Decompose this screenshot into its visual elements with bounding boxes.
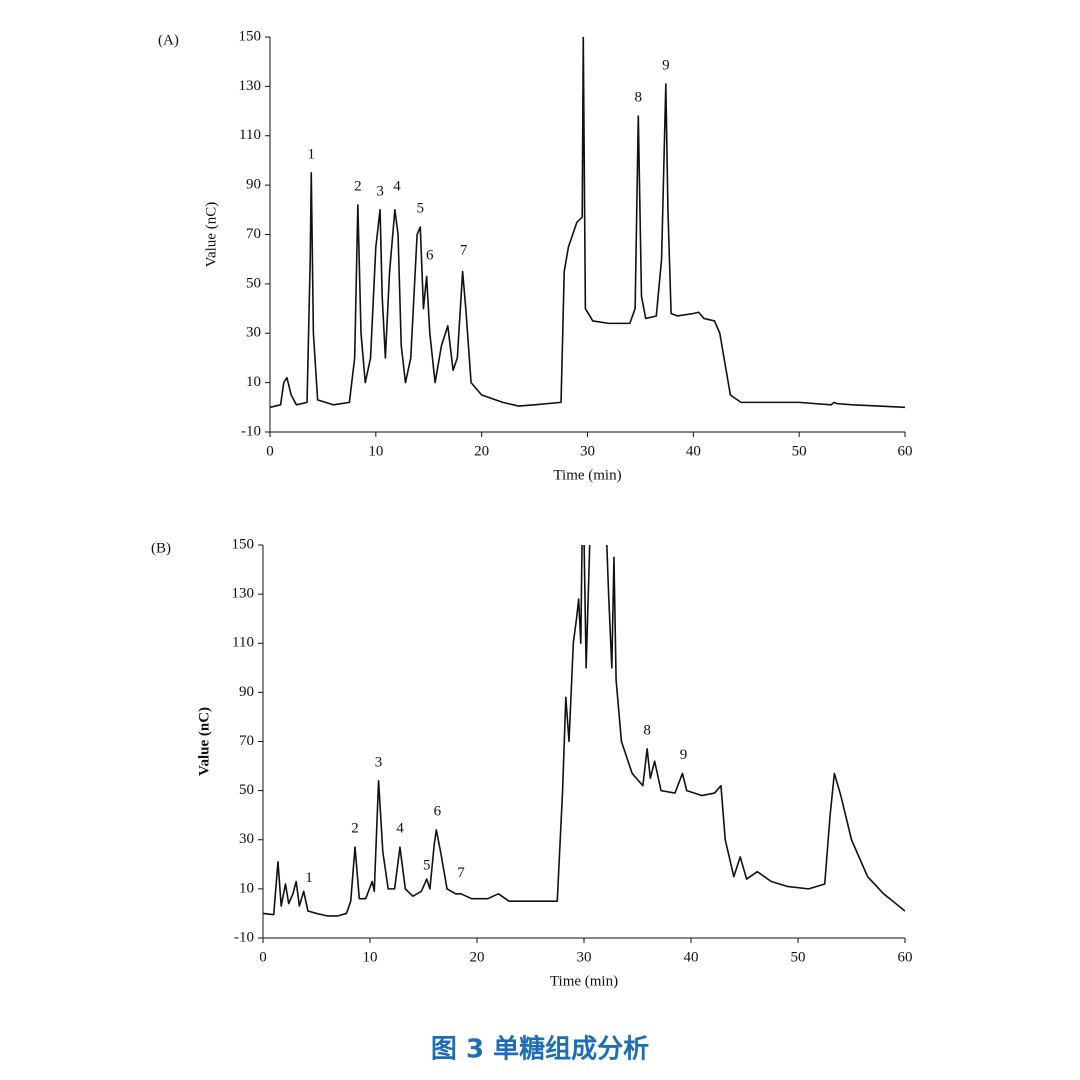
y-tick-label: 110 bbox=[232, 635, 254, 651]
x-tick-label: 20 bbox=[474, 443, 489, 459]
peak-label: 4 bbox=[393, 178, 401, 194]
x-tick-label: 30 bbox=[577, 949, 592, 965]
panel-label: (B) bbox=[151, 540, 171, 556]
y-tick-label: 30 bbox=[239, 831, 254, 847]
line bbox=[263, 545, 905, 917]
peak-label: 4 bbox=[396, 821, 404, 837]
x-axis-label: Time (min) bbox=[553, 467, 621, 483]
panel-label: (A) bbox=[158, 32, 179, 48]
y-tick-label: 130 bbox=[239, 78, 262, 94]
peak-label: 6 bbox=[426, 248, 434, 264]
x-tick-label: 40 bbox=[686, 443, 701, 459]
y-tick-label: 50 bbox=[239, 782, 254, 798]
y-tick-label: 90 bbox=[246, 177, 261, 193]
x-axis-label: Time (min) bbox=[550, 973, 618, 989]
y-tick-label: 10 bbox=[239, 880, 254, 896]
y-tick-label: 150 bbox=[232, 536, 255, 552]
y-axis-label: Value (nC) bbox=[196, 707, 212, 776]
y-axis-label: Value (nC) bbox=[203, 202, 219, 267]
y-tick-label: 110 bbox=[239, 127, 261, 143]
y-tick-label: -10 bbox=[241, 423, 261, 439]
x-tick-label: 0 bbox=[266, 443, 274, 459]
peak-label: 2 bbox=[351, 821, 359, 837]
x-tick-label: 0 bbox=[259, 949, 267, 965]
caption: 图 3 单糖组成分析 bbox=[431, 1034, 649, 1065]
y-tick-label: 130 bbox=[232, 586, 255, 602]
peak-label: 5 bbox=[417, 201, 425, 217]
peak-label: 7 bbox=[457, 865, 465, 881]
x-tick-label: 50 bbox=[792, 443, 807, 459]
y-tick-label: 50 bbox=[246, 275, 261, 291]
line bbox=[270, 37, 905, 409]
peak-label: 9 bbox=[662, 57, 670, 73]
peak-label: 7 bbox=[460, 243, 468, 259]
peak-label: 9 bbox=[680, 747, 688, 763]
peak-label: 3 bbox=[376, 183, 384, 199]
peak-label: 6 bbox=[434, 804, 442, 820]
y-tick-label: 10 bbox=[246, 374, 261, 390]
y-tick-label: 150 bbox=[239, 28, 262, 44]
y-tick-label: 30 bbox=[246, 325, 261, 341]
x-tick-label: 30 bbox=[580, 443, 595, 459]
x-tick-label: 10 bbox=[363, 949, 378, 965]
peak-label: 2 bbox=[354, 178, 362, 194]
peak-label: 1 bbox=[308, 146, 316, 162]
peak-label: 8 bbox=[643, 722, 651, 738]
y-tick-label: 90 bbox=[239, 684, 254, 700]
x-tick-label: 60 bbox=[898, 443, 913, 459]
peak-label: 8 bbox=[635, 90, 643, 106]
y-tick-label: 70 bbox=[246, 226, 261, 242]
peak-label: 3 bbox=[375, 754, 383, 770]
peak-label: 1 bbox=[305, 870, 313, 886]
y-tick-label: -10 bbox=[234, 929, 254, 945]
y-tick-label: 70 bbox=[239, 733, 254, 749]
x-tick-label: 20 bbox=[470, 949, 485, 965]
x-tick-label: 50 bbox=[791, 949, 806, 965]
x-tick-label: 40 bbox=[684, 949, 699, 965]
x-tick-label: 10 bbox=[368, 443, 383, 459]
peak-label: 5 bbox=[423, 858, 431, 874]
x-tick-label: 60 bbox=[898, 949, 913, 965]
